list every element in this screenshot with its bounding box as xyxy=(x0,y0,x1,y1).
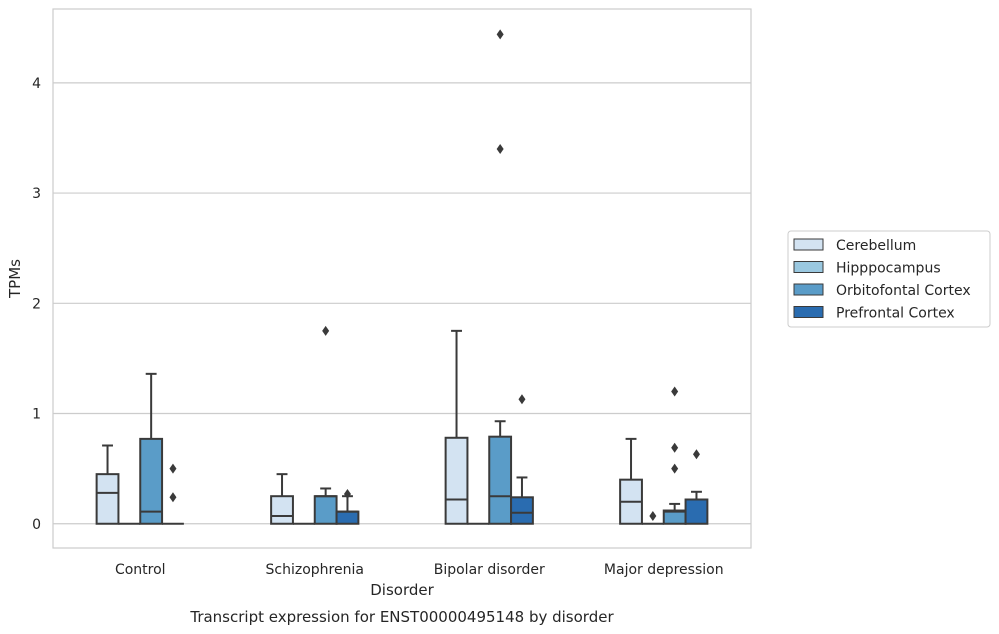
box-body xyxy=(270,495,294,525)
box-1-0 xyxy=(270,473,294,525)
box-0-2 xyxy=(139,372,164,525)
box-body xyxy=(510,496,534,525)
box-0-3 xyxy=(162,463,184,525)
y-tick-label: 0 xyxy=(32,517,41,533)
box-3-3 xyxy=(684,449,709,525)
outlier-marker xyxy=(518,394,526,405)
legend: Cerebellum Hipppocampus Orbitofontal Corte… xyxy=(787,230,991,328)
box-2-2 xyxy=(488,29,513,525)
y-axis-label: TPMs xyxy=(6,259,24,299)
y-tick-labels: 0 1 2 3 4 xyxy=(32,76,41,533)
box-1-3 xyxy=(335,488,360,525)
legend-label: Cerebellum xyxy=(836,238,916,254)
legend-swatch xyxy=(793,306,824,318)
box-0-0 xyxy=(95,444,120,525)
box-body xyxy=(488,435,513,525)
y-tick-label: 2 xyxy=(32,296,41,312)
box-body xyxy=(95,473,120,525)
box-1-2 xyxy=(313,325,338,525)
box-body xyxy=(444,436,469,525)
plot-frame xyxy=(52,8,752,549)
x-axis-label: Disorder xyxy=(370,581,434,599)
outlier-marker xyxy=(649,511,657,522)
y-tick-label: 4 xyxy=(32,76,41,92)
box-body xyxy=(313,495,338,525)
legend-label: Prefrontal Cortex xyxy=(836,306,955,322)
box-body xyxy=(335,510,360,525)
legend-swatch xyxy=(793,238,824,251)
legend-swatch xyxy=(793,283,824,296)
chart-caption: Transcript expression for ENST0000049514… xyxy=(189,608,614,626)
x-tick-label: Bipolar disorder xyxy=(434,562,545,578)
box-2-3 xyxy=(510,394,534,525)
box-plots xyxy=(95,29,709,525)
outlier-marker xyxy=(671,386,679,397)
legend-label: Hipppocampus xyxy=(836,261,941,277)
box-2-0 xyxy=(444,329,469,525)
outlier-marker xyxy=(322,325,330,336)
legend-frame xyxy=(787,230,991,328)
outlier-marker xyxy=(496,143,504,154)
outlier-marker xyxy=(671,442,679,453)
y-tick-label: 3 xyxy=(32,186,41,202)
legend-label: Orbitofontal Cortex xyxy=(836,283,971,299)
legend-swatch xyxy=(793,261,824,273)
box-3-0 xyxy=(619,437,643,525)
outlier-marker xyxy=(496,29,504,40)
outlier-marker xyxy=(671,463,679,474)
box-body xyxy=(139,437,164,525)
outlier-marker xyxy=(169,492,177,503)
box-3-2 xyxy=(662,386,687,525)
outlier-marker xyxy=(343,488,351,499)
y-tick-label: 1 xyxy=(32,407,41,423)
box-body xyxy=(684,498,709,525)
x-tick-label: Control xyxy=(115,562,166,578)
box-3-1 xyxy=(641,511,664,525)
x-tick-label: Schizophrenia xyxy=(266,562,364,578)
x-tick-label: Major depression xyxy=(604,562,724,578)
outlier-marker xyxy=(169,463,177,474)
outlier-marker xyxy=(692,449,700,460)
x-tick-labels: Control Schizophrenia Bipolar disorder Majo… xyxy=(115,562,724,578)
